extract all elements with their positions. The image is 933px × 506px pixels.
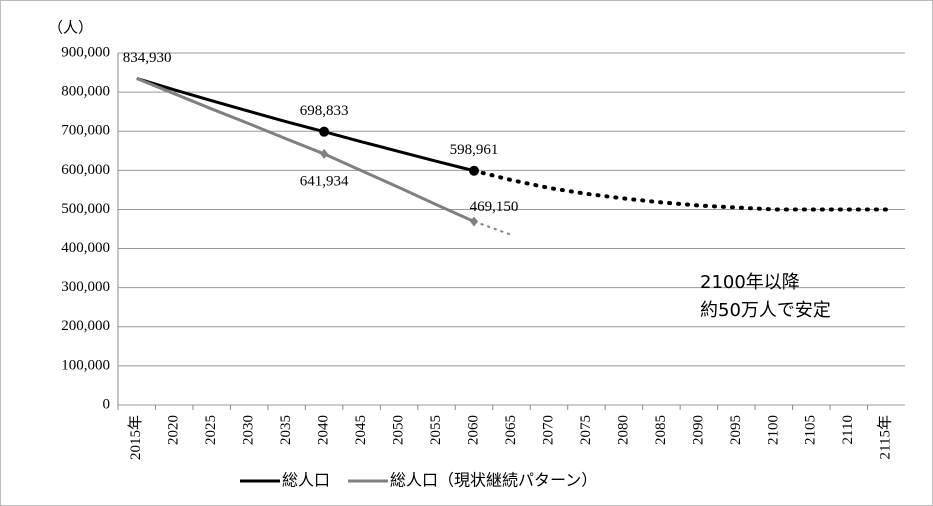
- x-tick-label: 2020: [166, 415, 182, 445]
- series-line: [136, 77, 475, 173]
- y-tick-label: 400,000: [61, 240, 110, 256]
- x-tick-label: 2065: [503, 415, 519, 445]
- marker: [469, 165, 480, 176]
- x-tick-label: 2100: [765, 415, 781, 445]
- y-tick-label: 600,000: [61, 162, 110, 178]
- y-tick-label: 100,000: [61, 357, 110, 373]
- y-tick-label: 700,000: [61, 123, 110, 139]
- x-tick-label: 2105: [803, 415, 819, 445]
- x-tick-label: 2080: [615, 415, 631, 445]
- annotation: 2100年以降: [700, 272, 800, 293]
- x-tick-label: 2115年: [877, 415, 894, 459]
- x-tick-label: 2110: [840, 415, 856, 444]
- x-tick-label: 2035: [278, 415, 294, 445]
- y-tick-label: 800,000: [61, 84, 110, 100]
- x-tick-label: 2090: [690, 415, 706, 445]
- data-label: 469,150: [470, 199, 519, 215]
- x-tick-label: 2030: [241, 415, 257, 445]
- marker: [320, 148, 329, 159]
- projection-line: [472, 168, 889, 212]
- marker: [470, 216, 479, 227]
- x-tick-label: 2045: [353, 415, 369, 445]
- data-label: 834,930: [123, 50, 172, 66]
- x-tick-label: 2050: [391, 415, 407, 445]
- x-tick-label: 2015年: [127, 415, 144, 460]
- y-tick-label: 900,000: [61, 44, 110, 60]
- x-tick-label: 2070: [540, 415, 556, 445]
- x-tick-label: 2095: [728, 415, 744, 445]
- marker: [319, 126, 330, 137]
- x-tick-label: 2075: [578, 415, 594, 445]
- x-tick-label: 2055: [428, 415, 444, 445]
- legend-label: 総人口（現状継続パターン）: [390, 471, 597, 490]
- x-tick-label: 2085: [653, 415, 669, 445]
- x-tick-label: 2060: [465, 415, 481, 445]
- y-tick-label: 0: [103, 396, 111, 412]
- y-tick-label: 200,000: [61, 318, 110, 334]
- x-tick-label: 2025: [203, 415, 219, 445]
- series-line: [136, 77, 475, 223]
- legend-label: 総人口: [282, 471, 330, 490]
- y-unit: （人）: [48, 19, 93, 37]
- data-label: 698,833: [300, 103, 349, 119]
- data-label: 641,934: [300, 173, 349, 189]
- y-tick-label: 300,000: [61, 279, 110, 295]
- data-label: 598,961: [450, 142, 499, 158]
- annotation: 約50万人で安定: [700, 300, 831, 321]
- x-tick-label: 2040: [316, 415, 332, 445]
- y-tick-label: 500,000: [61, 201, 110, 217]
